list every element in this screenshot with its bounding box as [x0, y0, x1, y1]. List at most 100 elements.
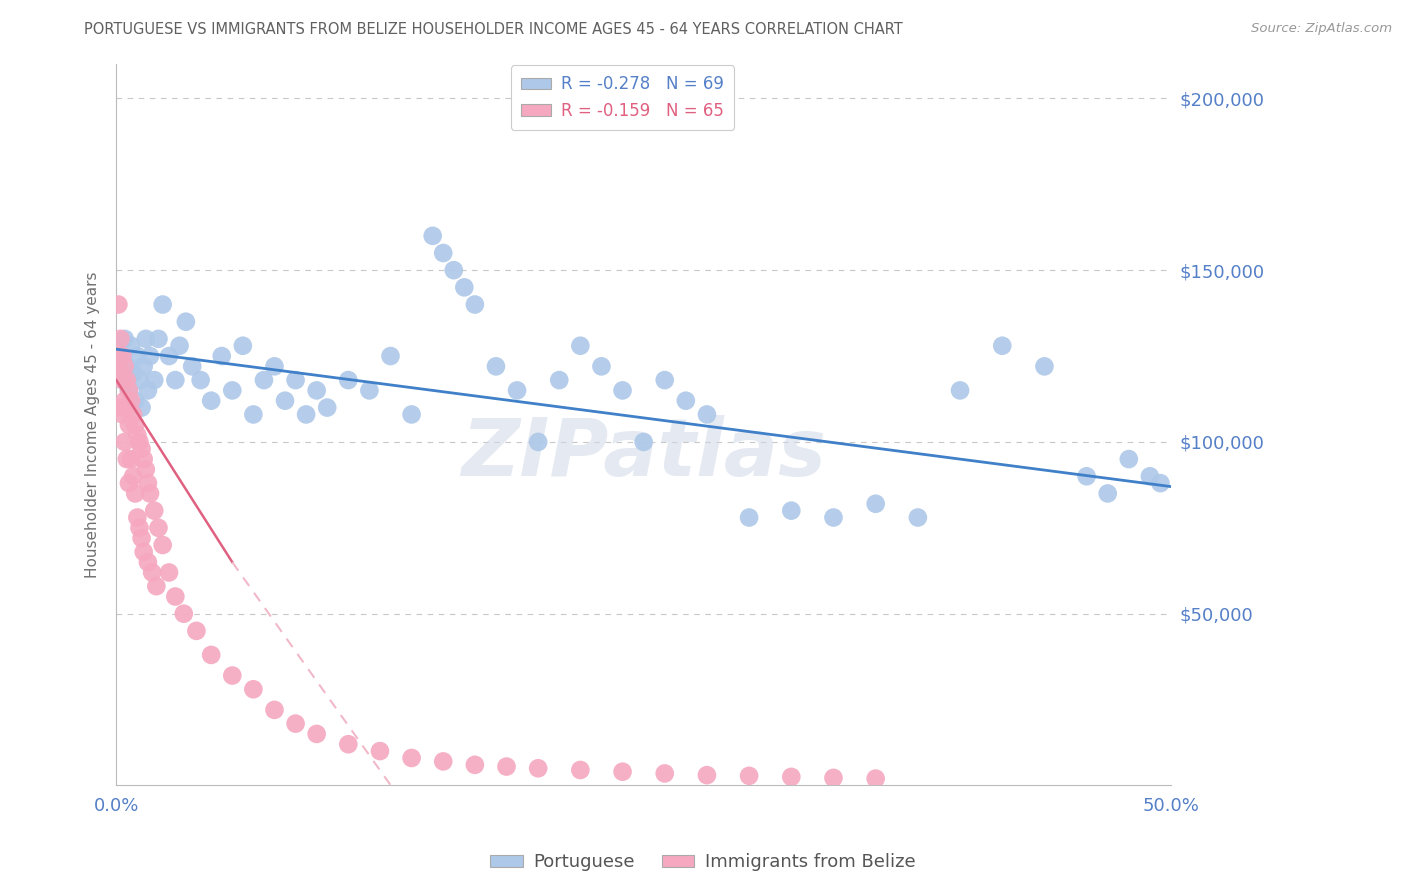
Point — [165, 373, 187, 387]
Point — [115, 452, 138, 467]
Point — [115, 373, 138, 387]
Point — [485, 359, 508, 374]
Point — [253, 373, 276, 387]
Point — [110, 332, 132, 346]
Point — [139, 486, 162, 500]
Point — [1033, 359, 1056, 374]
Point — [111, 373, 134, 387]
Point — [527, 761, 550, 775]
Point — [157, 566, 180, 580]
Point — [124, 417, 146, 432]
Point — [1149, 476, 1171, 491]
Point — [612, 384, 634, 398]
Point — [738, 510, 761, 524]
Point — [1118, 452, 1140, 467]
Point — [139, 349, 162, 363]
Point — [453, 280, 475, 294]
Point — [111, 349, 134, 363]
Point — [591, 359, 613, 374]
Point — [263, 359, 285, 374]
Point — [506, 384, 529, 398]
Point — [110, 366, 132, 380]
Point — [127, 349, 149, 363]
Point — [907, 510, 929, 524]
Point — [696, 768, 718, 782]
Point — [232, 339, 254, 353]
Point — [118, 417, 141, 432]
Point — [780, 503, 803, 517]
Point — [148, 521, 170, 535]
Point — [174, 315, 197, 329]
Point — [823, 771, 845, 785]
Point — [128, 521, 150, 535]
Point — [131, 531, 153, 545]
Point — [132, 452, 155, 467]
Point — [120, 339, 142, 353]
Point — [464, 757, 486, 772]
Point — [186, 624, 208, 638]
Point — [145, 579, 167, 593]
Point — [569, 763, 592, 777]
Point — [122, 408, 145, 422]
Point — [305, 384, 328, 398]
Point — [136, 384, 159, 398]
Point — [401, 408, 423, 422]
Point — [991, 339, 1014, 353]
Point — [110, 349, 132, 363]
Point — [118, 476, 141, 491]
Point — [696, 408, 718, 422]
Point — [422, 228, 444, 243]
Point — [122, 366, 145, 380]
Point — [141, 566, 163, 580]
Point — [143, 503, 166, 517]
Point — [115, 359, 138, 374]
Point — [128, 434, 150, 449]
Point — [135, 332, 157, 346]
Point — [316, 401, 339, 415]
Point — [569, 339, 592, 353]
Point — [1076, 469, 1098, 483]
Point — [495, 759, 517, 773]
Point — [949, 384, 972, 398]
Point — [111, 373, 134, 387]
Point — [136, 555, 159, 569]
Point — [359, 384, 381, 398]
Point — [136, 476, 159, 491]
Point — [780, 770, 803, 784]
Point — [654, 373, 676, 387]
Point — [211, 349, 233, 363]
Legend: Portuguese, Immigrants from Belize: Portuguese, Immigrants from Belize — [482, 847, 924, 879]
Point — [200, 648, 222, 662]
Point — [118, 384, 141, 398]
Point — [190, 373, 212, 387]
Point — [173, 607, 195, 621]
Point — [1139, 469, 1161, 483]
Point — [865, 497, 887, 511]
Point — [738, 769, 761, 783]
Point — [464, 297, 486, 311]
Point — [120, 393, 142, 408]
Point — [124, 393, 146, 408]
Point — [295, 408, 318, 422]
Point — [114, 393, 136, 408]
Point — [432, 755, 454, 769]
Point — [443, 263, 465, 277]
Point — [612, 764, 634, 779]
Point — [305, 727, 328, 741]
Point — [284, 373, 307, 387]
Point — [284, 716, 307, 731]
Point — [132, 545, 155, 559]
Point — [274, 393, 297, 408]
Point — [654, 766, 676, 780]
Point — [242, 408, 264, 422]
Point — [107, 297, 129, 311]
Point — [200, 393, 222, 408]
Point — [865, 772, 887, 786]
Point — [111, 408, 134, 422]
Point — [120, 452, 142, 467]
Point — [263, 703, 285, 717]
Text: PORTUGUESE VS IMMIGRANTS FROM BELIZE HOUSEHOLDER INCOME AGES 45 - 64 YEARS CORRE: PORTUGUESE VS IMMIGRANTS FROM BELIZE HOU… — [84, 22, 903, 37]
Point — [110, 401, 132, 415]
Point — [128, 373, 150, 387]
Point — [118, 384, 141, 398]
